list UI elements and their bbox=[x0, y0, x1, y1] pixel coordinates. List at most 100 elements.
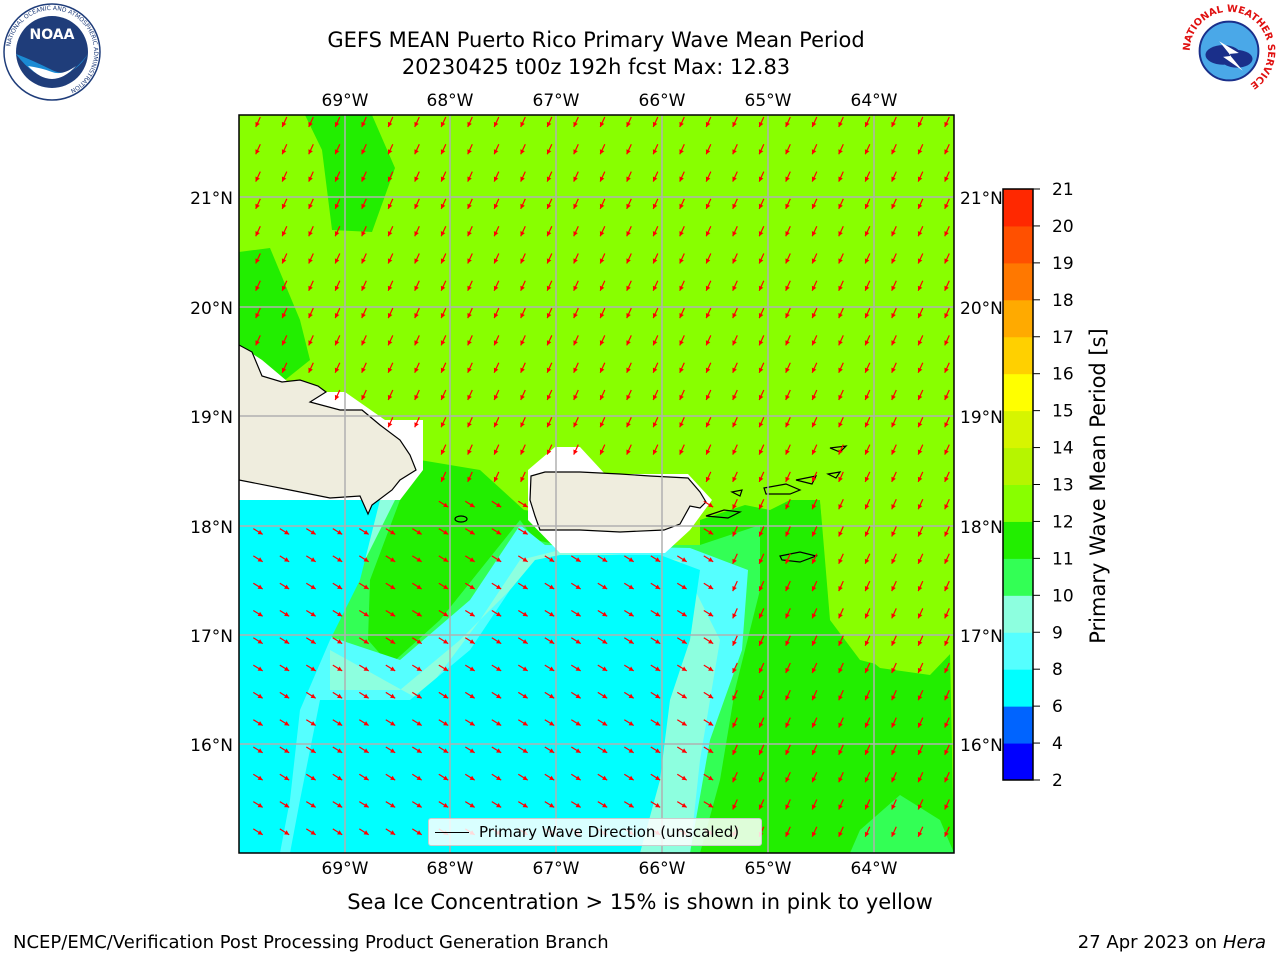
wave-arrow bbox=[493, 144, 500, 155]
wave-arrow bbox=[917, 362, 924, 373]
wave-arrow bbox=[332, 637, 343, 645]
wave-arrow bbox=[652, 171, 659, 182]
wave-arrow bbox=[414, 307, 420, 319]
wave-arrow bbox=[438, 609, 449, 617]
wave-arrow bbox=[573, 444, 579, 455]
colorbar-segment-9 bbox=[1003, 595, 1033, 633]
wave-arrow bbox=[597, 719, 608, 727]
wave-arrow bbox=[917, 253, 924, 264]
wave-arrow bbox=[785, 662, 791, 674]
wave-arrow bbox=[811, 198, 818, 210]
wave-arrow bbox=[811, 335, 818, 346]
wave-arrow bbox=[944, 771, 950, 783]
wave-arrow bbox=[279, 664, 290, 672]
wave-arrow bbox=[811, 362, 818, 373]
wave-arrow bbox=[546, 225, 553, 237]
wave-arrow bbox=[358, 719, 370, 727]
wave-arrow bbox=[570, 664, 582, 672]
wave-arrow bbox=[838, 144, 844, 155]
wave-arrow bbox=[361, 307, 367, 319]
wave-arrow bbox=[334, 144, 341, 155]
wave-arrow bbox=[864, 771, 871, 783]
wave-arrow bbox=[891, 171, 897, 182]
wave-arrow bbox=[599, 225, 606, 237]
wave-arrow bbox=[811, 171, 818, 182]
wave-arrow bbox=[438, 555, 449, 563]
wave-arrow bbox=[703, 664, 714, 672]
wave-arrow bbox=[838, 417, 844, 428]
wave-arrow bbox=[281, 253, 288, 264]
wave-arrow bbox=[785, 826, 791, 838]
wave-arrow bbox=[785, 553, 791, 565]
wave-arrow bbox=[544, 746, 555, 754]
wave-arrow bbox=[334, 198, 341, 210]
wave-arrow bbox=[944, 580, 950, 592]
wave-arrow bbox=[652, 444, 659, 455]
colorbar-tick-label: 15 bbox=[1052, 402, 1074, 422]
wave-arrow bbox=[623, 582, 635, 590]
wave-arrow bbox=[493, 471, 500, 483]
wave-arrow bbox=[279, 828, 290, 836]
wave-arrow bbox=[838, 717, 844, 728]
wave-arrow bbox=[252, 555, 264, 563]
wave-arrow bbox=[467, 307, 473, 319]
wave-arrow bbox=[279, 637, 290, 645]
wave-arrow bbox=[570, 746, 582, 754]
wave-arrow bbox=[864, 444, 871, 455]
wave-arrow bbox=[944, 744, 950, 756]
wave-arrow bbox=[944, 608, 950, 619]
colorbar-tick-label: 4 bbox=[1052, 734, 1063, 754]
wave-arrow bbox=[626, 362, 632, 373]
lat-label-right-21n: 21°N bbox=[960, 189, 1003, 209]
wave-arrow bbox=[758, 608, 765, 619]
wave-arrow bbox=[281, 280, 288, 292]
wave-arrow bbox=[570, 801, 582, 808]
wave-arrow bbox=[305, 801, 317, 808]
wave-arrow bbox=[255, 253, 261, 264]
colorbar-tick-label: 2 bbox=[1052, 771, 1063, 791]
wave-arrow bbox=[891, 826, 897, 838]
wave-arrow bbox=[467, 389, 473, 401]
wave-arrow bbox=[334, 389, 341, 401]
wave-arrow bbox=[387, 280, 394, 292]
wave-arrow bbox=[785, 690, 791, 701]
wave-arrow bbox=[626, 225, 632, 237]
wave-arrow bbox=[385, 691, 396, 699]
wave-arrow bbox=[703, 637, 714, 645]
wave-arrow bbox=[597, 637, 608, 645]
wave-arrow bbox=[732, 116, 738, 128]
wave-arrow bbox=[785, 389, 791, 401]
wave-arrow bbox=[679, 116, 685, 128]
wave-arrow bbox=[785, 444, 791, 455]
wave-arrow bbox=[493, 444, 500, 455]
wave-arrow bbox=[570, 609, 582, 617]
wave-arrow bbox=[917, 744, 924, 756]
wave-arrow bbox=[917, 635, 924, 646]
lat-label-left-18n: 18°N bbox=[190, 518, 233, 538]
wave-arrow bbox=[599, 253, 606, 264]
wave-arrow bbox=[917, 389, 924, 401]
wave-arrow bbox=[811, 225, 818, 237]
wave-arrow bbox=[308, 362, 314, 373]
wave-arrow bbox=[944, 335, 950, 346]
wave-arrow bbox=[944, 171, 950, 182]
wave-arrow bbox=[623, 637, 635, 645]
colorbar-segment-15 bbox=[1003, 373, 1033, 412]
wave-arrow bbox=[493, 280, 500, 292]
wave-arrow bbox=[864, 826, 871, 838]
wave-arrow bbox=[414, 198, 420, 210]
wave-arrow bbox=[944, 444, 950, 455]
wave-arrow bbox=[411, 664, 423, 672]
lon-label-top-65w: 65°W bbox=[745, 91, 792, 111]
wave-arrow bbox=[438, 719, 449, 727]
wave-arrow bbox=[891, 444, 897, 455]
wave-arrow bbox=[785, 225, 791, 237]
wave-arrow bbox=[623, 801, 635, 808]
wave-arrow bbox=[440, 116, 447, 128]
wave-arrow bbox=[358, 637, 370, 645]
wave-arrow bbox=[308, 335, 314, 346]
wave-arrow bbox=[650, 719, 661, 727]
wave-arrow bbox=[493, 389, 500, 401]
wave-arrow bbox=[546, 198, 553, 210]
wave-arrow bbox=[520, 471, 526, 483]
